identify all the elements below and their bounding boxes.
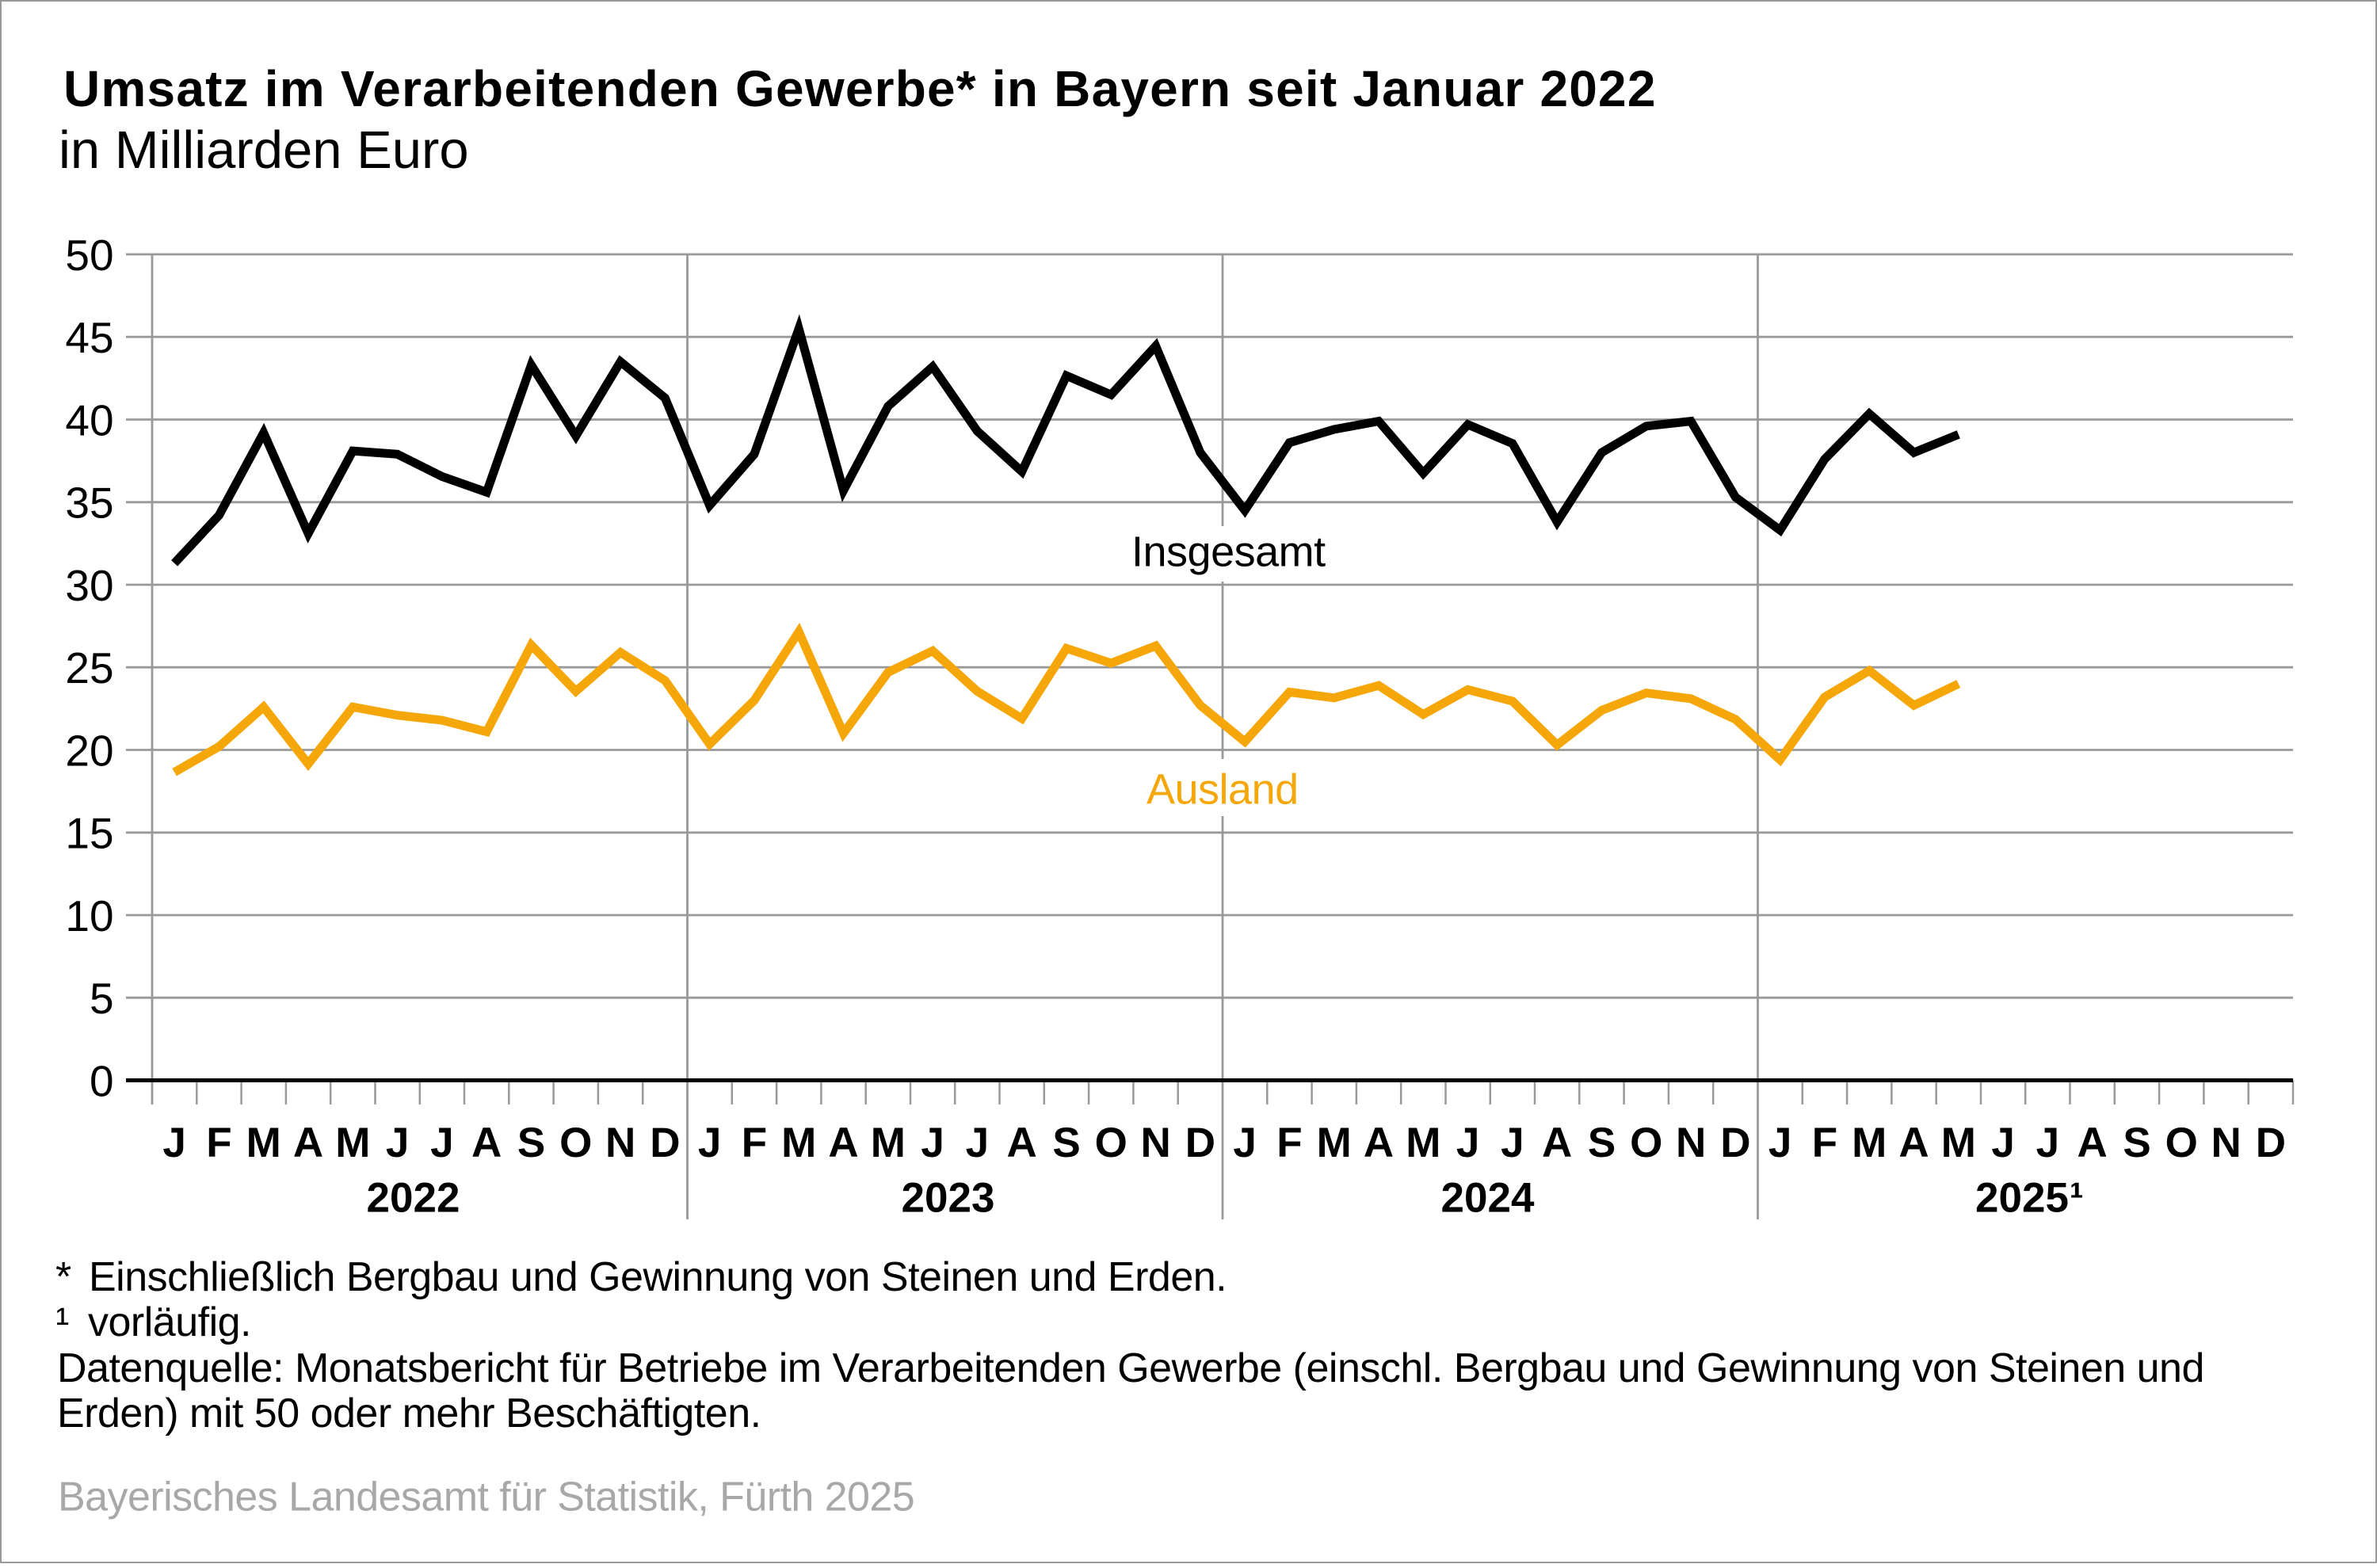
- svg-text:M: M: [335, 1120, 370, 1166]
- svg-text:10: 10: [65, 891, 113, 940]
- svg-text:A: A: [1542, 1120, 1572, 1166]
- svg-text:F: F: [742, 1120, 767, 1166]
- svg-text:0: 0: [90, 1056, 114, 1105]
- svg-text:M: M: [1852, 1120, 1887, 1166]
- svg-text:5: 5: [90, 974, 114, 1023]
- svg-text:in Milliarden Euro: in Milliarden Euro: [59, 120, 469, 180]
- svg-text:J: J: [386, 1120, 409, 1166]
- svg-text:J: J: [921, 1120, 944, 1166]
- svg-text:J: J: [1501, 1120, 1524, 1166]
- svg-text:S: S: [517, 1120, 545, 1166]
- svg-text:J: J: [698, 1120, 721, 1166]
- svg-text:M: M: [1406, 1120, 1440, 1166]
- svg-text:M: M: [781, 1120, 816, 1166]
- svg-text:A: A: [1364, 1120, 1394, 1166]
- svg-text:A: A: [1007, 1120, 1037, 1166]
- svg-text:S: S: [2123, 1120, 2150, 1166]
- svg-text:2025: 2025: [1975, 1175, 2069, 1222]
- svg-text:N: N: [1676, 1120, 1706, 1166]
- svg-text:Insgesamt: Insgesamt: [1131, 528, 1326, 576]
- svg-text:J: J: [2036, 1120, 2059, 1166]
- svg-text:¹: ¹: [55, 1299, 69, 1345]
- svg-text:J: J: [162, 1120, 185, 1166]
- svg-text:Umsatz im Verarbeitenden Gewer: Umsatz im Verarbeitenden Gewerbe* in Bay…: [63, 60, 1657, 117]
- svg-text:Erden) mit 50 oder mehr Beschä: Erden) mit 50 oder mehr Beschäftigten.: [57, 1391, 761, 1436]
- svg-text:M: M: [1941, 1120, 1976, 1166]
- svg-text:35: 35: [65, 479, 113, 528]
- svg-text:Bayerisches Landesamt für Stat: Bayerisches Landesamt für Statistik, Für…: [58, 1474, 914, 1520]
- svg-text:N: N: [1140, 1120, 1170, 1166]
- svg-text:Ausland: Ausland: [1147, 766, 1299, 814]
- svg-text:J: J: [430, 1120, 453, 1166]
- svg-text:D: D: [1185, 1120, 1215, 1166]
- svg-text:2022: 2022: [367, 1175, 460, 1222]
- svg-text:J: J: [966, 1120, 989, 1166]
- svg-text:O: O: [1630, 1120, 1662, 1166]
- svg-text:Datenquelle: Monatsbericht für: Datenquelle: Monatsbericht für Betriebe …: [57, 1345, 2204, 1391]
- svg-text:M: M: [246, 1120, 281, 1166]
- svg-text:*: *: [55, 1254, 71, 1300]
- svg-text:J: J: [1768, 1120, 1791, 1166]
- svg-text:F: F: [206, 1120, 231, 1166]
- svg-text:D: D: [1720, 1120, 1750, 1166]
- svg-text:D: D: [2256, 1120, 2286, 1166]
- svg-text:30: 30: [65, 561, 113, 610]
- svg-text:A: A: [293, 1120, 323, 1166]
- svg-text:M: M: [871, 1120, 906, 1166]
- svg-text:A: A: [1898, 1120, 1929, 1166]
- svg-text:40: 40: [65, 395, 113, 444]
- svg-text:J: J: [1456, 1120, 1479, 1166]
- svg-text:15: 15: [65, 809, 113, 858]
- svg-text:2024: 2024: [1441, 1175, 1535, 1222]
- svg-text:N: N: [2211, 1120, 2241, 1166]
- svg-text:A: A: [2077, 1120, 2108, 1166]
- svg-text:M: M: [1317, 1120, 1352, 1166]
- svg-text:2023: 2023: [902, 1175, 995, 1222]
- svg-text:20: 20: [65, 726, 113, 775]
- svg-text:S: S: [1052, 1120, 1080, 1166]
- svg-text:A: A: [828, 1120, 858, 1166]
- svg-text:vorläufig.: vorläufig.: [88, 1299, 251, 1345]
- svg-text:A: A: [471, 1120, 502, 1166]
- svg-text:¹: ¹: [2070, 1175, 2084, 1222]
- svg-text:S: S: [1588, 1120, 1616, 1166]
- svg-text:O: O: [1095, 1120, 1127, 1166]
- svg-text:Einschließlich Bergbau und Gew: Einschließlich Bergbau und Gewinnung von…: [89, 1254, 1227, 1300]
- svg-text:N: N: [605, 1120, 635, 1166]
- svg-text:F: F: [1812, 1120, 1837, 1166]
- svg-text:O: O: [559, 1120, 592, 1166]
- svg-text:45: 45: [65, 313, 113, 362]
- svg-text:50: 50: [65, 231, 113, 280]
- svg-text:J: J: [1991, 1120, 2014, 1166]
- svg-text:F: F: [1276, 1120, 1302, 1166]
- svg-text:25: 25: [65, 643, 113, 692]
- svg-text:O: O: [2165, 1120, 2198, 1166]
- svg-text:J: J: [1233, 1120, 1256, 1166]
- svg-text:D: D: [650, 1120, 680, 1166]
